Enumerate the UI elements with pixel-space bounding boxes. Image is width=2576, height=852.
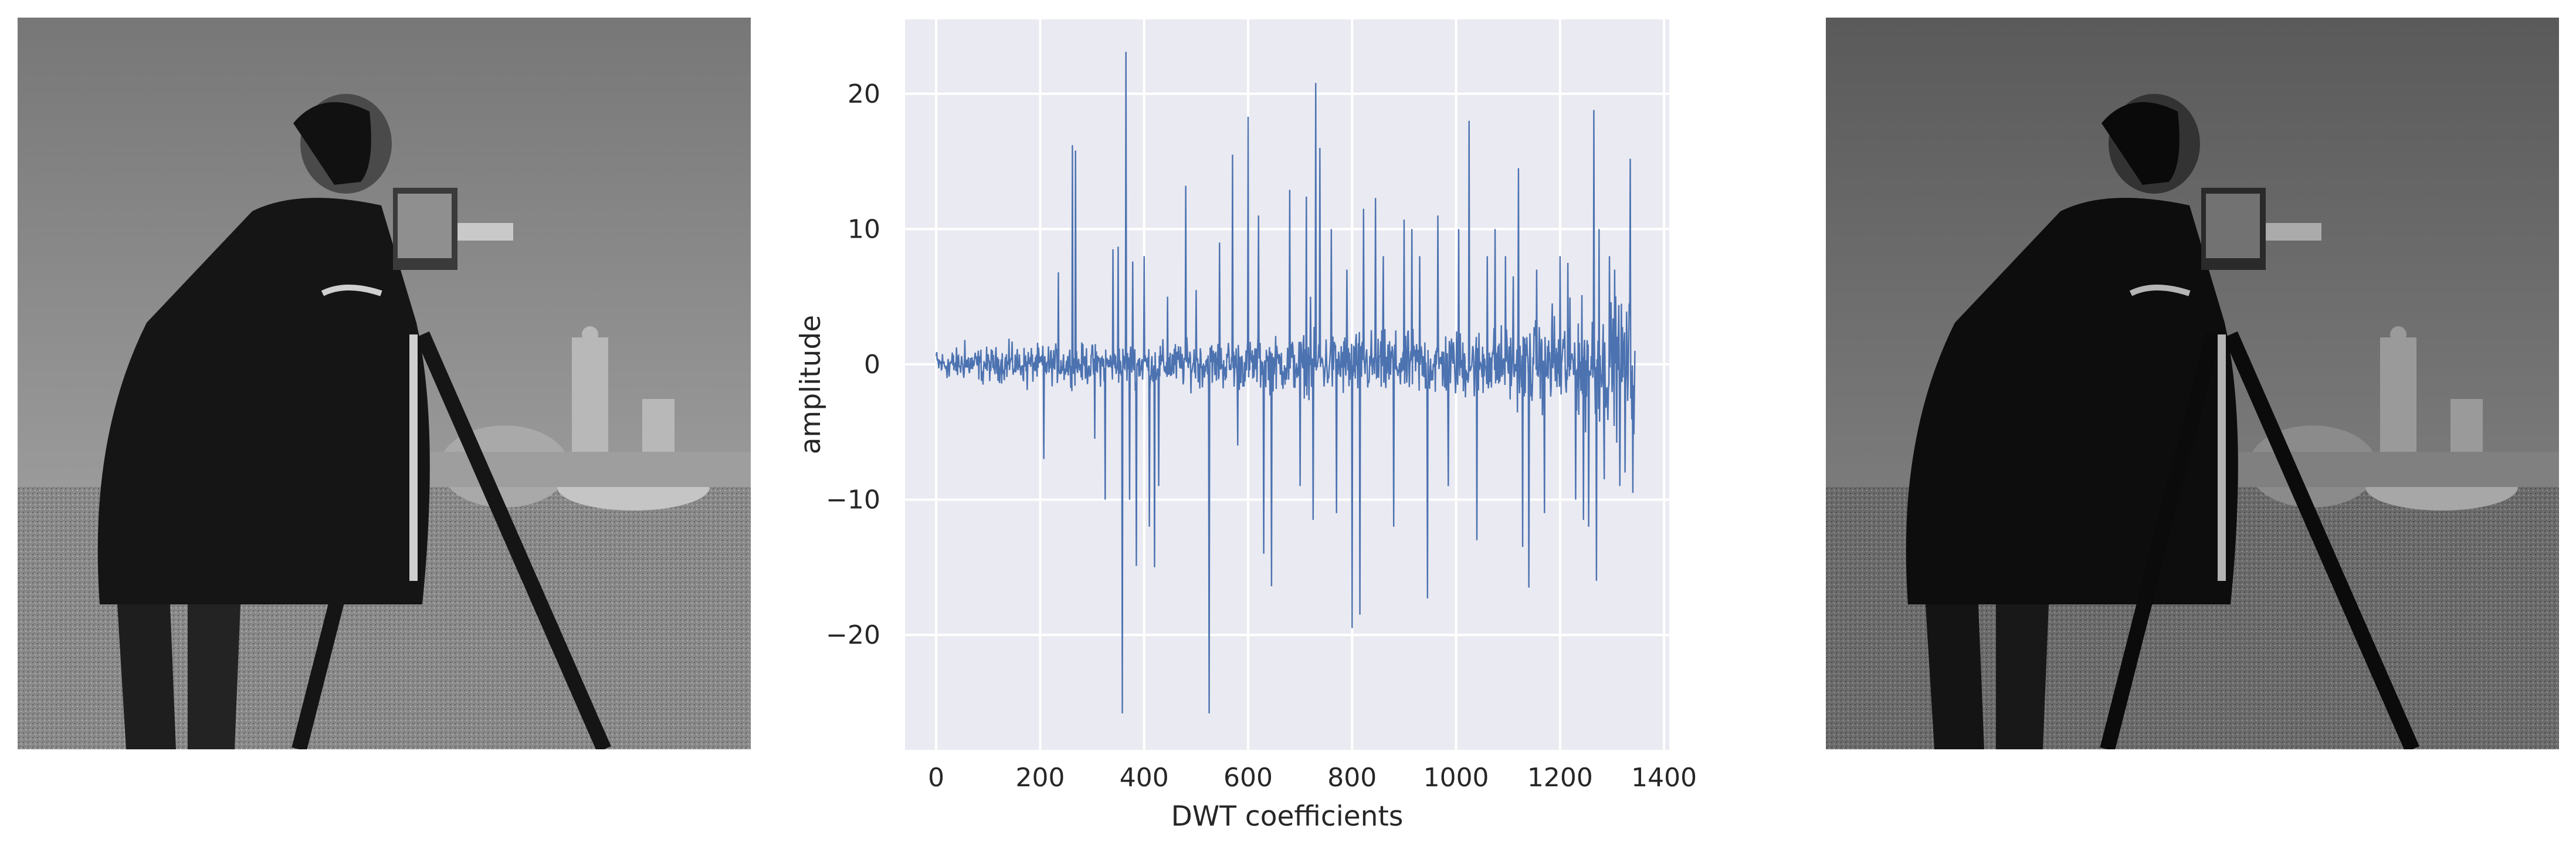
tick-labels: 0 200 400 600 800 1000 1200 1400 −20 −10 0 10 20 <box>826 79 1697 793</box>
x-tick-label: 1400 <box>1631 763 1697 793</box>
tripod <box>2100 331 2419 749</box>
cameraman <box>97 94 513 749</box>
y-tick-label: 20 <box>848 79 880 109</box>
dwt-coefficient-series <box>935 52 1636 714</box>
dwt-coefficient-chart: 0 200 400 600 800 1000 1200 1400 −20 −10 0 10 20 DWT… <box>795 19 1697 833</box>
original-image-svg <box>18 18 751 749</box>
x-tick-label: 1000 <box>1423 763 1489 793</box>
cameraman <box>1906 94 2321 749</box>
plot-area <box>905 19 1669 750</box>
original-image <box>18 18 751 749</box>
x-tick-label: 0 <box>928 763 944 793</box>
x-tick-label: 400 <box>1120 763 1169 793</box>
x-tick-label: 600 <box>1223 763 1273 793</box>
y-tick-label: 0 <box>864 350 880 380</box>
x-tick-label: 1200 <box>1527 763 1593 793</box>
y-axis-label: amplitude <box>795 315 827 455</box>
reconstructed-image-svg <box>1826 18 2559 749</box>
y-tick-label: −10 <box>826 485 880 515</box>
x-tick-label: 200 <box>1015 763 1065 793</box>
y-tick-label: 10 <box>848 214 880 244</box>
reconstructed-image <box>1826 18 2559 749</box>
x-tick-label: 800 <box>1327 763 1377 793</box>
y-tick-label: −20 <box>826 620 880 650</box>
tripod <box>292 331 611 749</box>
x-axis-label: DWT coefficients <box>1171 800 1404 833</box>
